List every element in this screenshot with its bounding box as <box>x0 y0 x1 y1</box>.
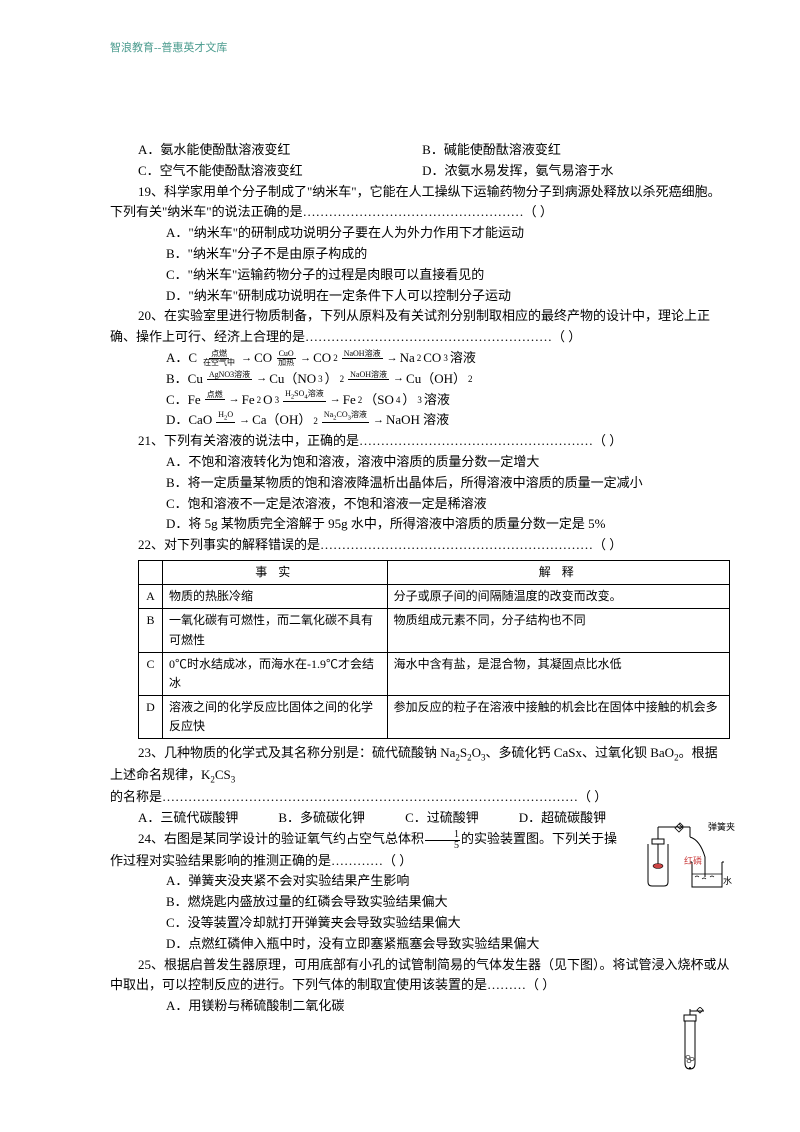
q18-options-row2: C．空气不能使酚酞溶液变红 D．浓氨水易发挥，氨气易溶于水 <box>138 161 730 182</box>
q22-r1-c2: 物质组成元素不同，分子结构也不同 <box>387 609 729 652</box>
table-row: A 物质的热胀冷缩 分子或原子间的间隔随温度的改变而改变。 <box>139 585 730 609</box>
q22-r0-c1: 物质的热胀冷缩 <box>163 585 388 609</box>
q25-diagram <box>670 1007 710 1077</box>
q21-stem: 21、下列有关溶液的说法中，正确的是………………………………………………（ ） <box>110 431 730 452</box>
q22-r0-c0: A <box>139 585 163 609</box>
q19-opt-d: D．"纳米车"研制成功说明在一定条件下人可以控制分子运动 <box>166 286 730 307</box>
q24-stem-part1: 24、右图是某同学设计的验证氧气约占空气总体积 <box>138 831 424 846</box>
q19-stem: 19、科学家用单个分子制成了"纳米车"，它能在人工操纵下运输药物分子到病源处释放… <box>110 182 730 224</box>
q24-label-spring: 弹簧夹 <box>708 820 735 834</box>
q19-opt-a: A．"纳米车"的研制成功说明分子要在人为外力作用下才能运动 <box>166 223 730 244</box>
q22-stem: 22、对下列事实的解释错误的是………………………………………………………（ ） <box>110 535 730 556</box>
q18-opt-b: B．碱能使酚酞溶液变红 <box>422 140 706 161</box>
q23-stem-part4: 的名称是……………………………………………………………………………………（ ） <box>110 789 607 804</box>
q22-r2-c2: 海水中含有盐，是混合物，其凝固点比水低 <box>387 652 729 695</box>
table-row: B 一氧化碳有可燃性，而二氧化碳不具有可燃性 物质组成元素不同，分子结构也不同 <box>139 609 730 652</box>
q25-stem: 25、根据启普发生器原理，可用底部有小孔的试管制简易的气体发生器（见下图）。将试… <box>110 955 730 997</box>
q23-opt-c: C．过硫酸钾 <box>405 808 479 829</box>
q25-opt-a: A．用镁粉与稀硫酸制二氧化碳 <box>166 996 730 1017</box>
q19-opt-c: C．"纳米车"运输药物分子的过程是肉眼可以直接看见的 <box>166 265 730 286</box>
q22-r0-c2: 分子或原子间的间隔随温度的改变而改变。 <box>387 585 729 609</box>
q23-stem-part2: 、多硫化钙 CaSx、过氧化钡 BaO <box>486 745 675 760</box>
q24-opt-d: D．点燃红磷伸入瓶中时，没有立即塞紧瓶塞会导致实验结果偏大 <box>166 934 730 955</box>
q20-formula-b: B．CuAgNO3溶液 →Cu（NO3）2NaOH溶液 →Cu（OH）2 <box>166 369 730 390</box>
q20-formula-d: D．CaOH2O →Ca（OH）2Na2CO3溶液 →NaOH 溶液 <box>166 410 730 431</box>
q24-label-phosphorus: 红磷 <box>684 854 702 868</box>
table-row: D 溶液之间的化学反应比固体之间的化学反应快 参加反应的粒子在溶液中接触的机会比… <box>139 696 730 739</box>
q21-opt-b: B．将一定质量某物质的饱和溶液降温析出晶体后，所得溶液中溶质的质量一定减小 <box>166 473 730 494</box>
q23-stem: 23、几种物质的化学式及其名称分别是：硫代硫酸钠 Na2S2O3、多硫化钙 Ca… <box>110 743 730 808</box>
q22-r3-c2: 参加反应的粒子在溶液中接触的机会比在固体中接触的机会多 <box>387 696 729 739</box>
q22-r1-c0: B <box>139 609 163 652</box>
q21-opt-d: D．将 5g 某物质完全溶解于 95g 水中，所得溶液中溶质的质量分数一定是 5… <box>166 514 730 535</box>
q21-opt-a: A．不饱和溶液转化为饱和溶液，溶液中溶质的质量分数一定增大 <box>166 452 730 473</box>
q23-opt-d: D．超硫碳酸钾 <box>519 808 606 829</box>
q18-opt-d: D．浓氨水易发挥，氨气易溶于水 <box>422 161 706 182</box>
q22-th-2: 解 释 <box>387 560 729 584</box>
table-row: C 0℃时水结成冰，而海水在-1.9℃才会结冰 海水中含有盐，是混合物，其凝固点… <box>139 652 730 695</box>
q22-r3-c0: D <box>139 696 163 739</box>
q24-label-water: 水 <box>723 874 732 888</box>
q20-formula-a: A．C点燃在空气中→COCuO加热→CO2NaOH溶液 →Na2CO3 溶液 <box>166 348 730 369</box>
q24-diagram: 弹簧夹 红磷 水 <box>630 822 730 897</box>
q22-th-0 <box>139 560 163 584</box>
q24-opt-c: C．没等装置冷却就打开弹簧夹会导致实验结果偏大 <box>166 913 730 934</box>
q19-opt-b: B．"纳米车"分子不是由原子构成的 <box>166 244 730 265</box>
q22-r3-c1: 溶液之间的化学反应比固体之间的化学反应快 <box>163 696 388 739</box>
q23-opt-a: A．三硫代碳酸钾 <box>138 808 238 829</box>
q22-r1-c1: 一氧化碳有可燃性，而二氧化碳不具有可燃性 <box>163 609 388 652</box>
q18-opt-a: A．氨水能使酚酞溶液变红 <box>138 140 422 161</box>
q22-r2-c1: 0℃时水结成冰，而海水在-1.9℃才会结冰 <box>163 652 388 695</box>
q18-opt-c: C．空气不能使酚酞溶液变红 <box>138 161 422 182</box>
q20-stem: 20、在实验室里进行物质制备，下列从原料及有关试剂分别制取相应的最终产物的设计中… <box>110 306 730 348</box>
page-header: 智浪教育--普惠英才文库 <box>110 40 227 58</box>
q23-opt-b: B．多硫碳化钾 <box>278 808 365 829</box>
q22-th-1: 事 实 <box>163 560 388 584</box>
q22-table: 事 实 解 释 A 物质的热胀冷缩 分子或原子间的间隔随温度的改变而改变。 B … <box>138 560 730 740</box>
q22-r2-c0: C <box>139 652 163 695</box>
q18-options-row1: A．氨水能使酚酞溶液变红 B．碱能使酚酞溶液变红 <box>138 140 730 161</box>
q21-opt-c: C．饱和溶液不一定是浓溶液，不饱和溶液一定是稀溶液 <box>166 494 730 515</box>
q20-formula-c: C．Fe点燃 →Fe2O3H2SO4溶液 →Fe2（SO4）3 溶液 <box>166 390 730 411</box>
q23-stem-part1: 23、几种物质的化学式及其名称分别是：硫代硫酸钠 Na <box>138 745 455 760</box>
